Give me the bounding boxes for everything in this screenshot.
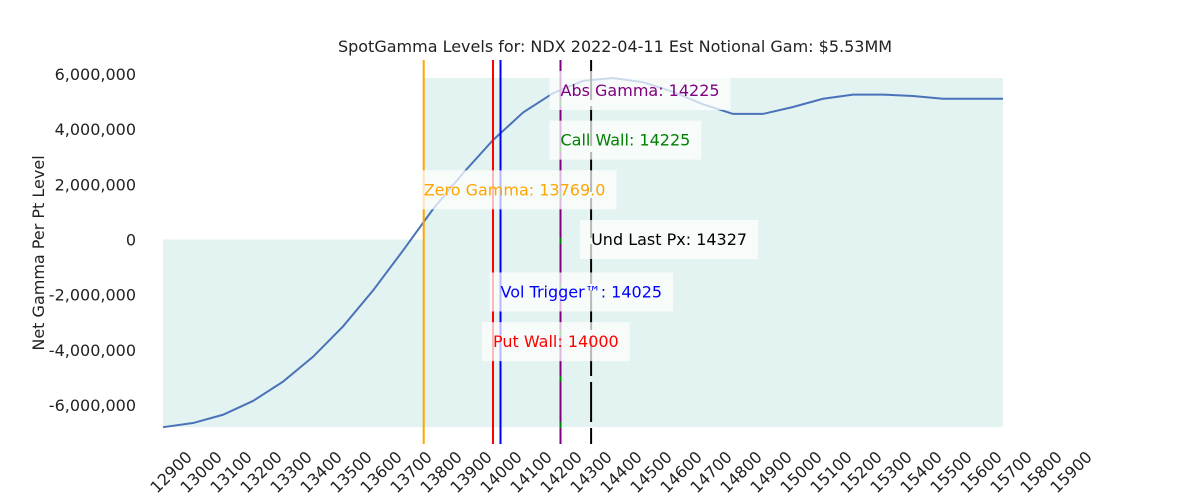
level-label-box bbox=[549, 120, 702, 160]
level-label-box bbox=[412, 170, 617, 210]
y-tick-label: 0 bbox=[126, 231, 136, 250]
y-tick-label: -4,000,000 bbox=[49, 341, 136, 360]
y-tick-label: 6,000,000 bbox=[55, 65, 136, 84]
y-tick-label: -2,000,000 bbox=[49, 286, 136, 305]
y-tick-label: -6,000,000 bbox=[49, 396, 136, 415]
level-label: Abs Gamma: 14225 bbox=[561, 81, 720, 100]
plot-area: Zero Gamma: 13769.0 Put Wall: 14000 Vol Tr… bbox=[49, 60, 1096, 497]
level-label: Und Last Px: 14327 bbox=[591, 230, 747, 249]
y-tick-label: 2,000,000 bbox=[55, 175, 136, 194]
level-label-box bbox=[489, 272, 674, 312]
level-label: Vol Trigger™: 14025 bbox=[501, 282, 663, 301]
y-tick-label: 4,000,000 bbox=[55, 120, 136, 139]
level-label: Zero Gamma: 13769.0 bbox=[424, 180, 606, 199]
level-label-box bbox=[482, 322, 630, 362]
level-label: Call Wall: 14225 bbox=[561, 131, 691, 150]
y-axis-label: Net Gamma Per Pt Level bbox=[29, 155, 48, 350]
level-label-box bbox=[549, 70, 731, 110]
level-label-box bbox=[580, 220, 759, 260]
chart-title: SpotGamma Levels for: NDX 2022-04-11 Est… bbox=[338, 37, 892, 56]
level-label: Put Wall: 14000 bbox=[493, 332, 619, 351]
